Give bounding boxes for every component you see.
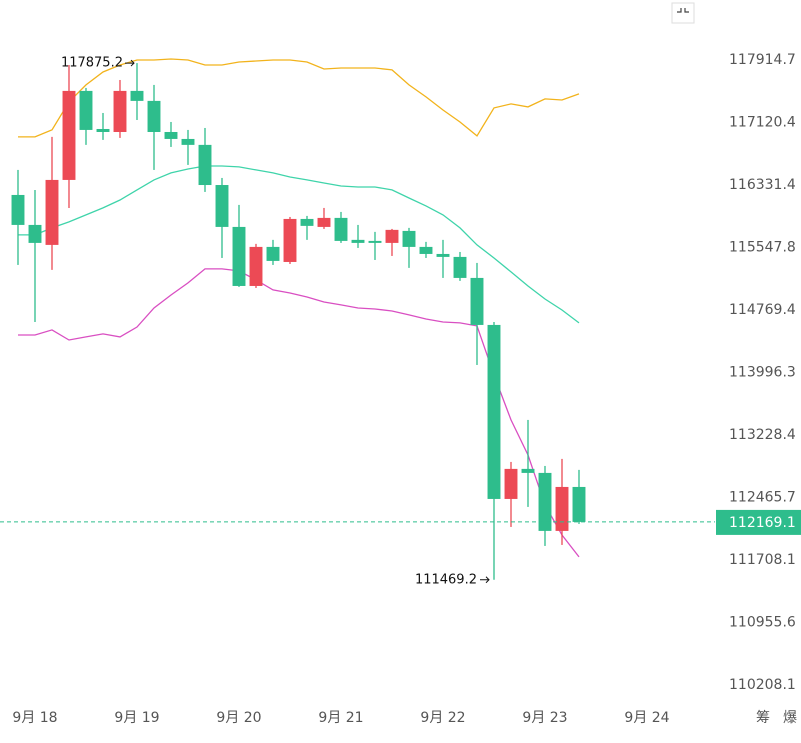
price-tag <box>716 509 801 535</box>
candle-body <box>164 131 178 139</box>
candle-body <box>215 185 229 227</box>
candle-body <box>538 472 552 531</box>
candle-body <box>436 253 450 257</box>
candle-body <box>79 90 93 130</box>
candle-body <box>470 277 484 325</box>
candle-body <box>334 217 348 241</box>
candle-body <box>317 217 331 227</box>
candle-body <box>453 256 467 278</box>
candle-body <box>385 229 399 243</box>
candle-body <box>351 239 365 243</box>
fullscreen-icon[interactable] <box>671 2 695 24</box>
candle-body <box>232 226 246 286</box>
y-tick-label: 111708.1 <box>729 552 796 568</box>
band-line <box>18 58 580 138</box>
candle-body <box>249 246 263 286</box>
y-tick-label: 115547.8 <box>729 239 796 255</box>
x-tick-label: 9月 22 <box>420 710 465 726</box>
low-label: 111469.2 <box>415 572 477 587</box>
x-tick-label: 9月 18 <box>12 710 57 726</box>
x-tick-label: 9月 20 <box>216 710 261 726</box>
candle-body <box>368 240 382 243</box>
icon-glyph <box>677 8 689 13</box>
candle-body <box>11 194 25 225</box>
candle-body <box>45 179 59 245</box>
price-tag-label: 112169.1 <box>729 515 796 531</box>
y-tick-label: 113996.3 <box>729 364 796 380</box>
y-tick-label: 110208.1 <box>729 677 796 693</box>
candle-body <box>266 246 280 261</box>
band-line <box>18 165 580 324</box>
candle-body <box>419 246 433 254</box>
y-tick-label: 117914.7 <box>729 52 796 68</box>
candle-body <box>487 324 501 499</box>
x-tick-label: 9月 19 <box>114 710 159 726</box>
candle-body <box>130 90 144 101</box>
y-tick-label: 116331.4 <box>729 177 796 193</box>
x-tick-label: 9月 21 <box>318 710 363 726</box>
candle-body <box>572 486 586 522</box>
high-arrow <box>124 59 135 67</box>
y-tick-label: 113228.4 <box>729 427 796 443</box>
candle-body <box>96 128 110 132</box>
y-tick-label: 110955.6 <box>729 614 796 630</box>
candle-body <box>28 224 42 243</box>
candle-body <box>283 218 297 262</box>
candle-body <box>147 100 161 132</box>
band-line <box>18 268 580 558</box>
candle-body <box>113 90 127 132</box>
y-tick-label: 112465.7 <box>729 489 796 505</box>
candle-body <box>504 468 518 499</box>
low-arrow <box>479 576 490 584</box>
candle-body <box>521 468 535 473</box>
footer-label: 筹 <box>756 709 770 726</box>
candle-body <box>62 90 76 180</box>
high-label: 117875.2 <box>61 56 123 71</box>
footer-label: 爆 <box>783 710 797 726</box>
x-tick-label: 9月 23 <box>522 710 567 726</box>
icon-box[interactable] <box>671 2 695 24</box>
candle-body <box>198 144 212 186</box>
y-tick-label: 114769.4 <box>729 302 796 318</box>
candle-body <box>555 486 569 531</box>
candle-body <box>181 138 195 145</box>
candle-body <box>300 218 314 226</box>
candle-body <box>402 230 416 247</box>
x-tick-label: 9月 24 <box>624 710 669 726</box>
y-tick-label: 117120.4 <box>729 114 796 130</box>
